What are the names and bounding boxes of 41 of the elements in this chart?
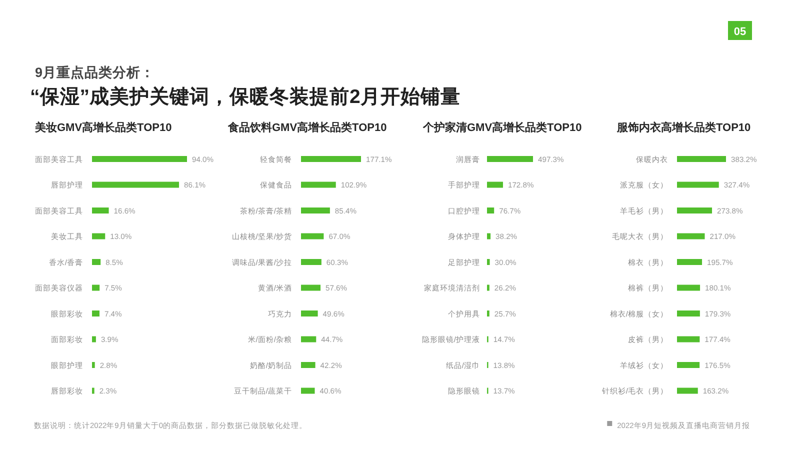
bar <box>487 259 490 265</box>
bar <box>92 336 96 342</box>
text: “保湿”成美护关键词，保暖冬装提前2月开始铺量 <box>30 85 460 108</box>
bar <box>677 156 726 162</box>
bar <box>301 388 315 394</box>
bar <box>301 336 316 342</box>
bar <box>677 182 719 188</box>
bar <box>677 284 700 291</box>
bar <box>301 259 322 265</box>
bar <box>487 182 503 188</box>
bar <box>92 233 106 240</box>
bar <box>487 208 494 214</box>
bar <box>487 233 491 240</box>
bar <box>92 182 180 188</box>
bar <box>92 284 100 291</box>
bar <box>677 388 698 394</box>
bar <box>301 362 316 368</box>
bar <box>92 310 100 316</box>
bar <box>677 336 700 342</box>
bar <box>92 208 109 214</box>
bar <box>677 233 705 240</box>
bar <box>677 310 700 316</box>
chart-title: 服饰内衣高增长品类TOP10 <box>616 121 751 134</box>
chart-title: 个护家清GMV高增长品类TOP10 <box>422 121 582 134</box>
bar <box>301 182 336 188</box>
bar <box>487 156 533 162</box>
bar <box>92 362 95 368</box>
bar <box>677 208 712 214</box>
text: 9月重点品类分析： <box>35 65 155 80</box>
bar <box>677 259 702 265</box>
bar <box>301 310 318 316</box>
bar <box>301 233 324 240</box>
chart-title: 食品饮料GMV高增长品类TOP10 <box>227 121 387 134</box>
bar <box>301 284 321 291</box>
bar <box>92 259 101 265</box>
text: 05 <box>734 26 746 38</box>
bar <box>301 156 361 162</box>
chart-title: 美妆GMV高增长品类TOP10 <box>34 121 172 134</box>
bar <box>92 156 187 162</box>
bar <box>301 208 330 214</box>
bar <box>677 362 700 368</box>
